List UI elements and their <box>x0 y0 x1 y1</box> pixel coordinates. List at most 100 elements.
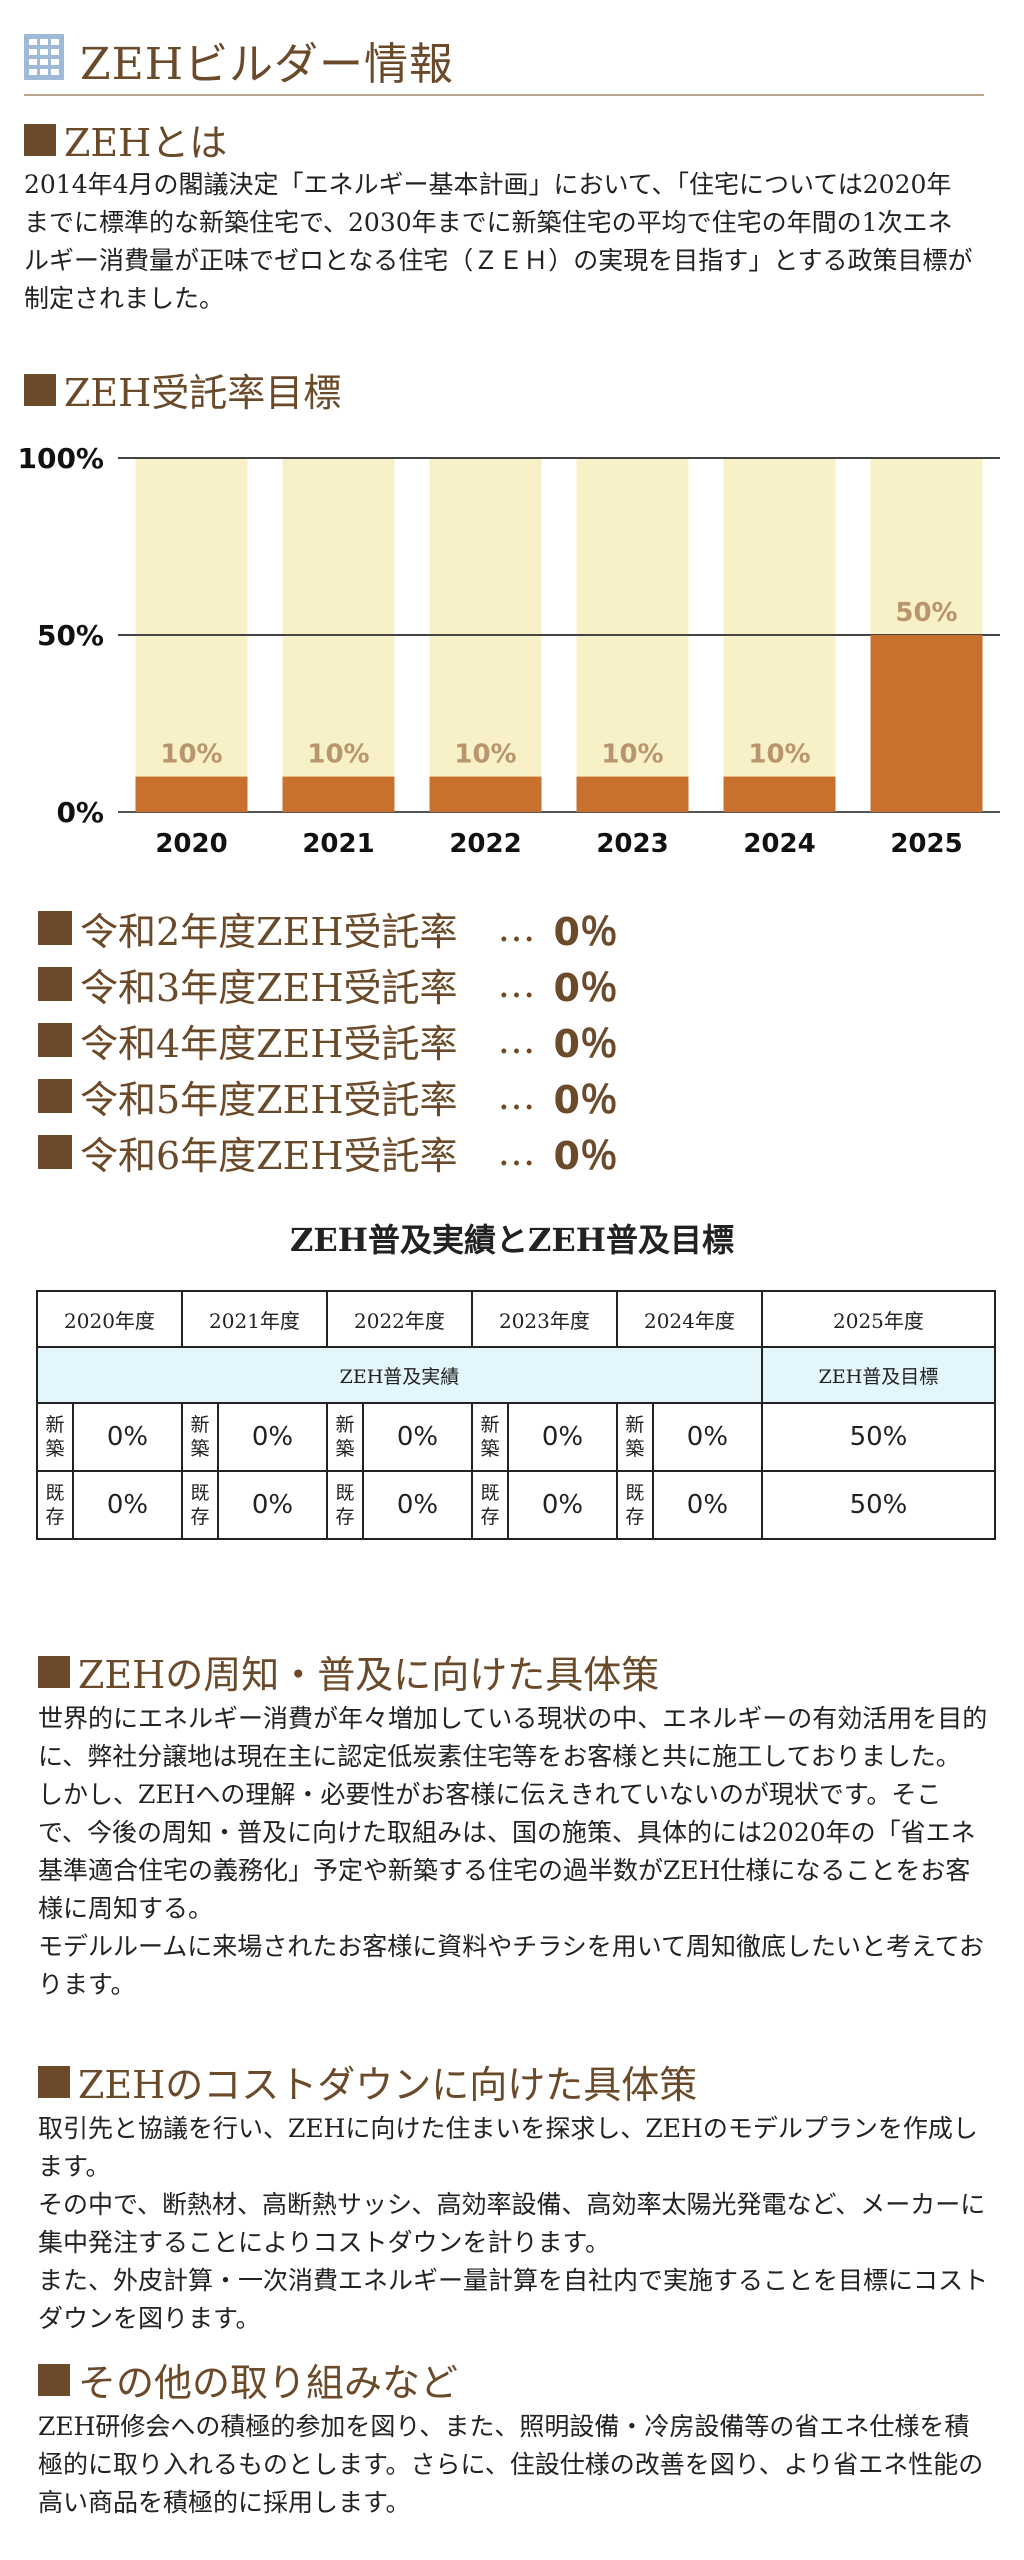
chart-x-tick-label: 2022 <box>449 829 521 859</box>
square-bullet-icon <box>38 911 72 945</box>
section-heading-text: その他の取り組みなど <box>78 2361 459 2405</box>
table-row-new: 新築 0% 新築 0% 新築 0% 新築 0% 新築 0% 50% <box>36 1402 997 1472</box>
table-year-cell: 2024年度 <box>615 1290 763 1348</box>
rate-value: 0％ <box>553 909 618 954</box>
table-row-label: 既存 <box>615 1470 654 1540</box>
table-year-cell: 2022年度 <box>325 1290 473 1348</box>
section-text-cost: 取引先と協議を行い、ZEHに向けた住まいを探求し、ZEHのモデルプランを作成しま… <box>38 2114 989 2333</box>
chart-bar <box>870 635 983 812</box>
section-heading-text: ZEHの周知・普及に向けた具体策 <box>78 1653 660 1697</box>
chart-data-label: 10% <box>307 740 369 770</box>
chart-data-label: 10% <box>160 740 222 770</box>
table-year-cell: 2023年度 <box>470 1290 618 1348</box>
table-row-band: ZEH普及実績 ZEH普及目標 <box>36 1346 997 1404</box>
rate-dots: … <box>497 906 536 950</box>
rate-row: 令和2年度ZEH受託率 … 0％ <box>38 900 938 956</box>
table-row-label: 新築 <box>325 1402 364 1472</box>
section-heading-promo: ZEHの周知・普及に向けた具体策 <box>38 1644 659 1699</box>
section-heading-text: ZEH受託率目標 <box>64 371 342 415</box>
section-text-promo: 世界的にエネルギー消費が年々増加している現状の中、エネルギーの有効活用を目的に、… <box>38 1704 988 1999</box>
chart-data-label: 50% <box>895 598 957 628</box>
section-heading-cost: ZEHのコストダウンに向けた具体策 <box>38 2054 697 2109</box>
square-bullet-icon <box>38 1135 72 1169</box>
table-value-cell: 0% <box>72 1402 183 1472</box>
table-value-cell: 0% <box>216 1470 328 1540</box>
rate-list: 令和2年度ZEH受託率 … 0％ 令和3年度ZEH受託率 … 0％ 令和4年度ZEH受託率 …… <box>38 900 938 1180</box>
rate-label: 令和3年度ZEH受託率 <box>80 965 458 1010</box>
chart-bar <box>135 776 248 812</box>
square-bullet-icon <box>38 1079 72 1113</box>
rate-value: 0％ <box>553 1021 618 1066</box>
zeh-table: 2020年度 2021年度 2022年度 2023年度 2024年度 2025年度 ZEH… <box>36 1290 997 1540</box>
page-header: ZEHビルダー情報 <box>24 24 984 96</box>
rate-value: 0％ <box>553 965 618 1010</box>
table-row-years: 2020年度 2021年度 2022年度 2023年度 2024年度 2025年度 <box>36 1290 997 1348</box>
table-title: ZEH普及実績とZEH普及目標 <box>290 1221 734 1259</box>
table-value-cell: 0% <box>506 1402 618 1472</box>
section-heading-target: ZEH受託率目標 <box>24 362 341 417</box>
band-target-cell: ZEH普及目標 <box>760 1346 997 1404</box>
rate-value: 0％ <box>553 1077 618 1122</box>
rate-label: 令和4年度ZEH受託率 <box>80 1021 458 1066</box>
rate-dots: … <box>497 962 536 1006</box>
square-bullet-icon <box>24 373 56 406</box>
table-year-cell: 2025年度 <box>760 1290 997 1348</box>
rate-row: 令和5年度ZEH受託率 … 0％ <box>38 1068 938 1124</box>
table-row-label: 新築 <box>470 1402 509 1472</box>
table-row-label: 新築 <box>180 1402 219 1472</box>
chart-y-tick-label: 100% <box>17 442 104 475</box>
rate-row: 令和4年度ZEH受託率 … 0％ <box>38 1012 938 1068</box>
table-value-cell: 0% <box>361 1402 473 1472</box>
rate-label: 令和6年度ZEH受託率 <box>80 1133 458 1178</box>
header-divider <box>24 94 984 96</box>
square-bullet-icon <box>38 1023 72 1057</box>
table-year-cell: 2021年度 <box>180 1290 328 1348</box>
table-row-label: 新築 <box>615 1402 654 1472</box>
chart-x-tick-label: 2024 <box>743 829 815 859</box>
band-actual-cell: ZEH普及実績 <box>36 1346 763 1404</box>
page-title: ZEHビルダー情報 <box>80 39 455 90</box>
section-heading-text: ZEHのコストダウンに向けた具体策 <box>78 2063 698 2107</box>
rate-label: 令和5年度ZEH受託率 <box>80 1077 458 1122</box>
chart-bar <box>282 776 395 812</box>
table-value-cell: 50% <box>760 1470 997 1540</box>
chart-y-tick-label: 50% <box>37 619 104 652</box>
section-text-zeh: 2014年4月の閣議決定「エネルギー基本計画」において、「住宅については2020… <box>24 170 973 313</box>
table-value-cell: 0% <box>72 1470 183 1540</box>
rate-value: 0％ <box>553 1133 618 1178</box>
table-row-label: 既存 <box>180 1470 219 1540</box>
square-bullet-icon <box>24 123 56 156</box>
table-value-cell: 0% <box>506 1470 618 1540</box>
table-row-label: 既存 <box>325 1470 364 1540</box>
chart-data-label: 10% <box>601 740 663 770</box>
chart-bar <box>429 776 542 812</box>
section-heading-zeh: ZEHとは <box>24 112 227 167</box>
table-row-label: 既存 <box>36 1470 74 1540</box>
section-heading-other: その他の取り組みなど <box>38 2352 458 2407</box>
table-value-cell: 50% <box>760 1402 997 1472</box>
square-bullet-icon <box>38 2065 70 2098</box>
chart-data-label: 10% <box>748 740 810 770</box>
table-value-cell: 0% <box>216 1402 328 1472</box>
square-bullet-icon <box>38 1655 70 1688</box>
table-value-cell: 0% <box>651 1402 763 1472</box>
section-text-other: ZEH研修会への積極的参加を図り、また、照明設備・冷房設備等の省エネ仕様を積極的… <box>38 2412 984 2517</box>
rate-dots: … <box>497 1130 536 1174</box>
chart-bar <box>576 776 689 812</box>
chart-x-tick-label: 2020 <box>155 829 227 859</box>
building-icon <box>24 34 64 80</box>
square-bullet-icon <box>38 967 72 1001</box>
chart-x-tick-label: 2021 <box>302 829 374 859</box>
rate-row: 令和6年度ZEH受託率 … 0％ <box>38 1124 938 1180</box>
section-heading-text: ZEHとは <box>64 121 228 165</box>
rate-dots: … <box>497 1018 536 1062</box>
chart-data-label: 10% <box>454 740 516 770</box>
table-row-label: 新築 <box>36 1402 74 1472</box>
table-year-cell: 2020年度 <box>36 1290 183 1348</box>
rate-label: 令和2年度ZEH受託率 <box>80 909 458 954</box>
square-bullet-icon <box>38 2363 70 2396</box>
rate-dots: … <box>497 1074 536 1118</box>
chart-y-tick-label: 0% <box>56 796 104 829</box>
table-row-existing: 既存 0% 既存 0% 既存 0% 既存 0% 既存 0% 50% <box>36 1470 997 1540</box>
chart-x-tick-label: 2023 <box>596 829 668 859</box>
